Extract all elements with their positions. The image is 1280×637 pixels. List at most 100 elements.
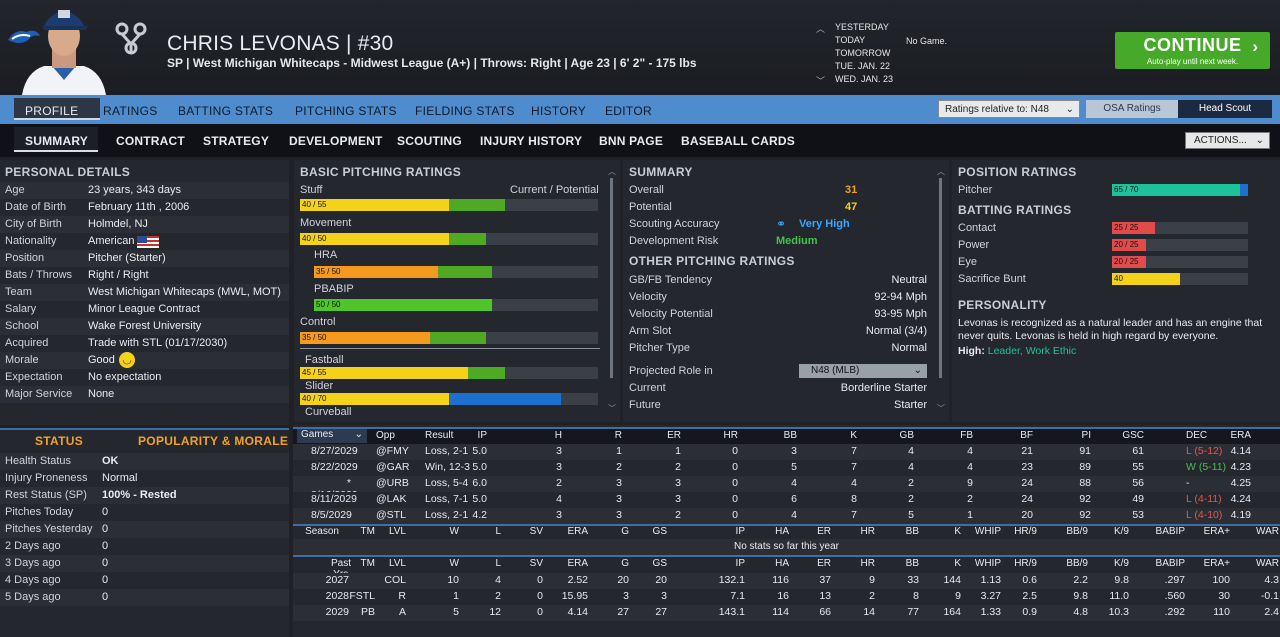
game-cell: 61 xyxy=(1132,445,1144,457)
tab-strategy[interactable]: STRATEGY xyxy=(203,134,270,148)
past-column-header: SV xyxy=(529,558,543,569)
actions-menu[interactable]: ACTIONS... ⌄ xyxy=(1185,132,1270,149)
tab-development[interactable]: DEVELOPMENT xyxy=(289,134,383,148)
game-cell: 53 xyxy=(1132,509,1144,521)
personal-label: City of Birth xyxy=(5,218,62,230)
past-cell: 27 xyxy=(655,606,667,618)
game-cell: 4 xyxy=(791,509,797,521)
day-selector[interactable]: ︿ YESTERDAY TODAY TOMORROW TUE. JAN. 22 ﹀… xyxy=(816,22,926,87)
tab-fielding-stats[interactable]: FIELDING STATS xyxy=(415,104,515,118)
past-cell: 1 xyxy=(453,590,459,602)
tab-pitching-stats[interactable]: PITCHING STATS xyxy=(295,104,397,118)
past-column-header: LVL xyxy=(388,558,406,569)
game-cell: 4 xyxy=(908,445,914,457)
tab-summary[interactable]: SUMMARY xyxy=(25,134,88,148)
game-cell: - xyxy=(1186,477,1190,489)
games-column-header: ER xyxy=(667,430,681,441)
past-column-header: ER xyxy=(817,558,831,569)
osa-ratings-toggle[interactable]: OSA Ratings xyxy=(1086,100,1178,118)
season-column-header: HR xyxy=(860,526,875,537)
past-cell: R xyxy=(398,590,406,602)
no-stats-message: No stats so far this year xyxy=(733,541,840,552)
pbabip-label: PBABIP xyxy=(314,283,354,295)
game-cell: 8/5/2029 xyxy=(311,509,352,521)
game-cell: 7 xyxy=(851,445,857,457)
games-dropdown[interactable]: Games ⌄ xyxy=(297,429,367,443)
game-cell: 2 xyxy=(908,493,914,505)
past-row[interactable] xyxy=(293,605,1280,621)
past-cell: 0.9 xyxy=(1022,606,1037,618)
summary-panel: SUMMARY Overall 31 Potential 47 Scouting… xyxy=(623,160,949,422)
continue-button[interactable]: CONTINUE Auto-play until next week. › xyxy=(1115,32,1270,69)
game-cell: 3 xyxy=(675,477,681,489)
head-scout-toggle[interactable]: Head Scout xyxy=(1178,100,1272,118)
day-yesterday[interactable]: YESTERDAY xyxy=(835,22,889,32)
tab-scouting[interactable]: SCOUTING xyxy=(397,134,462,148)
tab-batting-stats[interactable]: BATTING STATS xyxy=(178,104,274,118)
past-cell: .292 xyxy=(1164,606,1185,618)
fastball-rating-value: 45 / 55 xyxy=(300,367,329,379)
tab-baseball-cards[interactable]: BASEBALL CARDS xyxy=(681,134,795,148)
projected-role-label: Projected Role in xyxy=(629,365,713,377)
status-label: 2 Days ago xyxy=(5,540,61,552)
game-cell: 4.2 xyxy=(472,509,487,521)
summary-scrollbar[interactable]: ︿ ﹀ xyxy=(937,167,945,413)
projected-role-select[interactable]: N48 (MLB) ⌄ xyxy=(799,364,927,378)
future-role-label: Future xyxy=(629,399,661,411)
tab-injury-history[interactable]: INJURY HISTORY xyxy=(480,134,583,148)
tab-history[interactable]: HISTORY xyxy=(531,104,587,118)
tab-ratings[interactable]: RATINGS xyxy=(103,104,158,118)
potential-label: Potential xyxy=(629,201,672,213)
games-column-header: R xyxy=(614,430,622,441)
personal-label: Morale xyxy=(5,354,39,366)
day-tomorrow[interactable]: TOMORROW xyxy=(835,48,891,58)
day-today[interactable]: TODAY xyxy=(835,35,866,45)
tab-profile[interactable]: PROFILE xyxy=(25,104,79,118)
control-rating-bar: 35 / 50 xyxy=(300,332,598,344)
day-tue[interactable]: TUE. JAN. 22 xyxy=(835,61,891,71)
past-cell: 3 xyxy=(623,590,629,602)
personal-value[interactable]: Trade with STL (01/17/2030) xyxy=(88,337,228,349)
personal-value[interactable]: West Michigan Whitecaps (MWL, MOT) xyxy=(88,286,281,298)
past-row[interactable] xyxy=(293,573,1280,589)
game-cell: 2 xyxy=(675,509,681,521)
status-title[interactable]: STATUS xyxy=(35,434,84,448)
season-column-header: BB/9 xyxy=(1066,526,1088,537)
ratings-relative-select[interactable]: Ratings relative to: N48 ⌄ xyxy=(938,100,1080,118)
tab-contract[interactable]: CONTRACT xyxy=(116,134,185,148)
past-cell: 9.8 xyxy=(1114,574,1129,586)
game-row[interactable] xyxy=(293,460,1280,476)
game-cell: 4 xyxy=(556,493,562,505)
season-column-header: W xyxy=(449,526,459,537)
game-cell: 3 xyxy=(675,493,681,505)
game-row[interactable] xyxy=(293,444,1280,460)
organization-logo-icon[interactable] xyxy=(112,20,150,56)
game-row[interactable] xyxy=(293,492,1280,508)
day-wed[interactable]: WED. JAN. 23 xyxy=(835,74,894,84)
tab-bnn-page[interactable]: BNN PAGE xyxy=(599,134,664,148)
past-cell: 33 xyxy=(907,574,919,586)
game-cell: 24 xyxy=(1021,477,1033,489)
batting-rating-label: Eye xyxy=(958,256,977,268)
popularity-morale-title[interactable]: POPULARITY & MORALE xyxy=(138,434,289,448)
tab-editor[interactable]: EDITOR xyxy=(605,104,652,118)
past-row[interactable] xyxy=(293,589,1280,605)
past-column-header: WHIP xyxy=(974,558,1001,569)
smiley-icon: ◡ xyxy=(119,352,135,368)
chevron-down-icon[interactable]: ﹀ xyxy=(816,76,826,86)
status-value: Normal xyxy=(102,472,138,484)
game-cell: @GAR xyxy=(376,461,410,473)
other-rating-value: 93-95 Mph xyxy=(874,308,927,320)
pitching-scrollbar[interactable]: ︿ ﹀ xyxy=(608,167,616,413)
game-row[interactable] xyxy=(293,476,1280,492)
team-logo-icon[interactable] xyxy=(6,26,42,48)
game-row[interactable] xyxy=(293,508,1280,524)
game-cell: 88 xyxy=(1079,477,1091,489)
chevron-up-icon[interactable]: ︿ xyxy=(816,24,826,34)
current-role-value: Borderline Starter xyxy=(840,382,927,394)
game-cell: 0 xyxy=(732,477,738,489)
games-column-header: Result xyxy=(425,430,454,441)
past-cell: 164 xyxy=(943,606,961,618)
status-label: Rest Status (SP) xyxy=(5,489,87,501)
player-name: CHRIS LEVONAS | #30 xyxy=(167,32,394,55)
